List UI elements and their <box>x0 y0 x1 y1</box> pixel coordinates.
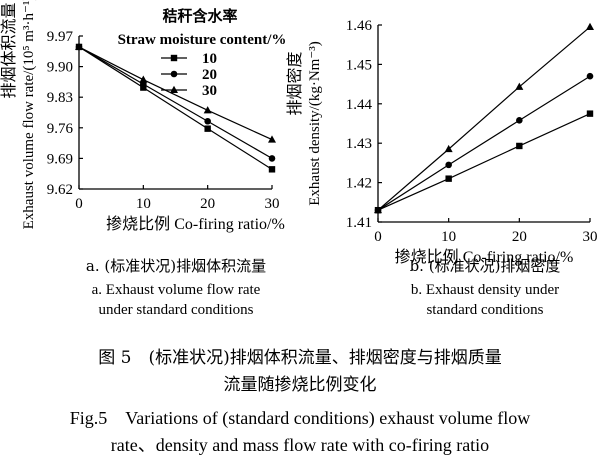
series-line-a-20 <box>78 46 273 159</box>
data-point-a-30 <box>139 75 148 83</box>
y-tick-label-b: 1.42 <box>346 176 372 192</box>
x-tick-label-b: 30 <box>583 229 598 245</box>
y-tick-label-a: 9.76 <box>47 121 74 137</box>
y-tick-label-b: 1.41 <box>346 215 372 231</box>
x-tick-label-b: 0 <box>374 229 382 245</box>
subcaption-zh-b: b. (标准状况)排烟密度 <box>410 257 561 275</box>
data-point-a-30 <box>203 106 212 114</box>
legend-label-10: 10 <box>202 51 217 67</box>
data-point-a-20 <box>268 155 276 162</box>
y-axis-label-zh-a: 排烟体积流量 <box>0 2 18 98</box>
data-point-b-20 <box>586 72 594 80</box>
x-axis-label-en: Co-firing ratio/% <box>170 216 285 233</box>
x-tick-label-b: 10 <box>441 229 456 245</box>
series-line-b-10 <box>377 113 591 211</box>
data-point-b-30 <box>374 205 382 214</box>
figure-caption-en-line2: rate、density and mass flow rate with co-… <box>110 435 490 455</box>
y-tick-label-b: 1.44 <box>346 97 373 113</box>
subcaption-en-line1-b: b. Exhaust density under <box>411 282 559 298</box>
x-axis-label-a: 掺烧比例 Co-firing ratio/% <box>106 214 285 233</box>
y-axis-label-zh-b: 排烟密度 <box>285 51 304 115</box>
y-axis-label-en-b: Exhaust density/(kg·Nm⁻³) <box>307 41 323 205</box>
data-point-a-10 <box>204 125 211 132</box>
y-tick-label-a: 9.62 <box>47 182 73 198</box>
chart-panel-b: 1.46 1.45 1.44 1.43 1.42 1.410 10 20 30 掺烧比例 Co-f… <box>285 18 598 318</box>
x-tick-label-a: 20 <box>200 196 215 212</box>
x-axis-label-zh: 掺烧比例 <box>106 214 170 233</box>
data-point-b-30 <box>444 144 453 153</box>
data-point-b-20 <box>445 161 452 169</box>
y-tick-label-a: 9.83 <box>47 90 73 106</box>
series-line-a-10 <box>78 46 273 170</box>
y-axis-label-en-a: Exhaust volume flow rate/(10⁵ m³·h⁻¹) <box>21 0 37 229</box>
legend-title-en: Straw moisture content/% <box>118 32 287 48</box>
legend-title-zh: 秸秆含水率 <box>162 7 237 25</box>
x-axis-label-b: 掺烧比例 Co-firing ratio/% <box>395 247 574 266</box>
subcaption-en-line1-a: a. Exhaust volume flow rate <box>92 282 261 298</box>
x-tick-label-a: 0 <box>75 196 83 212</box>
data-point-b-20 <box>516 117 523 124</box>
data-point-b-30 <box>586 22 594 30</box>
data-point-a-30 <box>268 135 276 143</box>
subcaption-en-line2-b: standard conditions <box>426 302 543 318</box>
y-axis-label-a: 排烟体积流量 Exhaust volume flow rate/(10⁵ m³·h… <box>0 0 37 229</box>
x-axis-label-en: Co-firing ratio/% <box>459 249 574 266</box>
legend-marker-10 <box>170 54 178 62</box>
y-tick-label-a: 9.90 <box>47 60 73 76</box>
figure-caption-zh-line2: 流量随掺烧比例变化 <box>223 375 377 395</box>
x-tick-label-a: 10 <box>136 196 151 212</box>
legend-marker-30 <box>170 85 178 93</box>
series-line-b-30 <box>377 26 591 211</box>
data-point-a-20 <box>204 117 211 125</box>
y-tick-label-b: 1.45 <box>346 57 372 73</box>
data-point-b-30 <box>515 82 524 90</box>
y-tick-label-a: 9.97 <box>47 29 74 45</box>
legend-label-30: 30 <box>202 83 217 99</box>
x-tick-label-a: 30 <box>265 196 280 212</box>
legend-label-20: 20 <box>202 67 217 83</box>
x-axis-label-zh: 掺烧比例 <box>395 247 459 266</box>
data-point-b-10 <box>586 110 594 117</box>
y-tick-label-a: 9.69 <box>47 151 73 167</box>
series-line-a-30 <box>78 46 273 141</box>
y-tick-label-b: 1.46 <box>346 18 373 34</box>
y-tick-label-b: 1.43 <box>346 136 372 152</box>
data-point-a-10 <box>140 84 147 91</box>
x-tick-label-b: 20 <box>512 229 527 245</box>
data-point-a-10 <box>268 166 276 173</box>
figure-caption-zh-line1: 图 5 (标准状况)排烟体积流量、排烟密度与排烟质量 <box>98 348 502 368</box>
series-line-b-20 <box>377 75 591 211</box>
subcaption-en-line2-a: under standard conditions <box>99 302 254 318</box>
figure-caption-en-line1: Fig.5 Variations of (standard conditions… <box>69 408 531 428</box>
data-point-b-10 <box>516 142 523 150</box>
data-point-b-10 <box>445 175 452 182</box>
y-axis-label-b: 排烟密度 Exhaust density/(kg·Nm⁻³) <box>285 41 323 205</box>
data-point-a-30 <box>75 42 83 50</box>
subcaption-zh-a: a. (标准状况)排烟体积流量 <box>86 257 266 275</box>
legend-marker-20 <box>170 70 178 78</box>
